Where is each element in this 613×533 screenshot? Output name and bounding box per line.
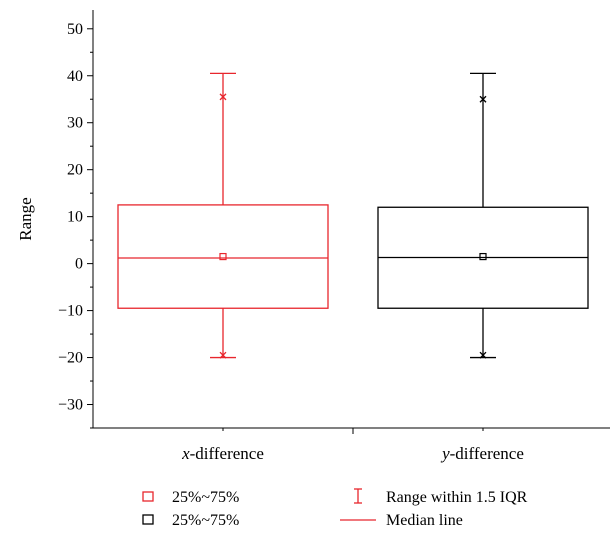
y-tick-label: −20 (58, 350, 83, 367)
y-tick-label: 30 (67, 115, 83, 132)
y-tick-label: 10 (67, 209, 83, 226)
min-marker-stroke (479, 351, 487, 359)
max-marker (219, 93, 227, 101)
y-tick-label: 0 (75, 256, 83, 273)
mean-marker (219, 252, 227, 261)
y-axis-title: Range (16, 197, 35, 240)
legend-item: Median line (340, 512, 463, 529)
iqr-box (117, 204, 329, 309)
legend-item: 25%~75% (142, 489, 239, 506)
mean-marker (479, 252, 487, 261)
min-marker (219, 351, 227, 359)
y-tick-label: 20 (67, 162, 83, 179)
min-marker (479, 351, 487, 359)
legend-item: Range within 1.5 IQR (354, 488, 528, 506)
legend: 25%~75% 25%~75% Range within 1.5 IQR Median… (142, 488, 528, 529)
category-variable: y (440, 444, 450, 463)
legend-item: 25%~75% (142, 512, 239, 529)
legend-box-swatch (142, 514, 154, 525)
legend-label: Range within 1.5 IQR (386, 489, 528, 506)
x-category-label: y-difference (440, 444, 524, 463)
x-category-label: x-difference (181, 444, 264, 463)
y-tick-label: −30 (58, 397, 83, 414)
category-suffix: -difference (190, 444, 264, 463)
legend-label: 25%~75% (172, 489, 239, 506)
category-suffix: -difference (450, 444, 524, 463)
max-marker-stroke (479, 95, 487, 103)
legend-label: 25%~75% (172, 512, 239, 529)
y-tick-label: −10 (58, 303, 83, 320)
legend-box-swatch (142, 491, 154, 502)
max-marker-stroke (219, 93, 227, 101)
box-series (117, 72, 589, 359)
box-1 (117, 72, 329, 359)
box-2 (377, 72, 589, 359)
min-marker-stroke (219, 351, 227, 359)
legend-label: Median line (386, 512, 463, 529)
y-tick-label: 40 (67, 68, 83, 85)
y-tick-label: 50 (67, 21, 83, 38)
category-variable: x (181, 444, 190, 463)
max-marker (479, 95, 487, 103)
